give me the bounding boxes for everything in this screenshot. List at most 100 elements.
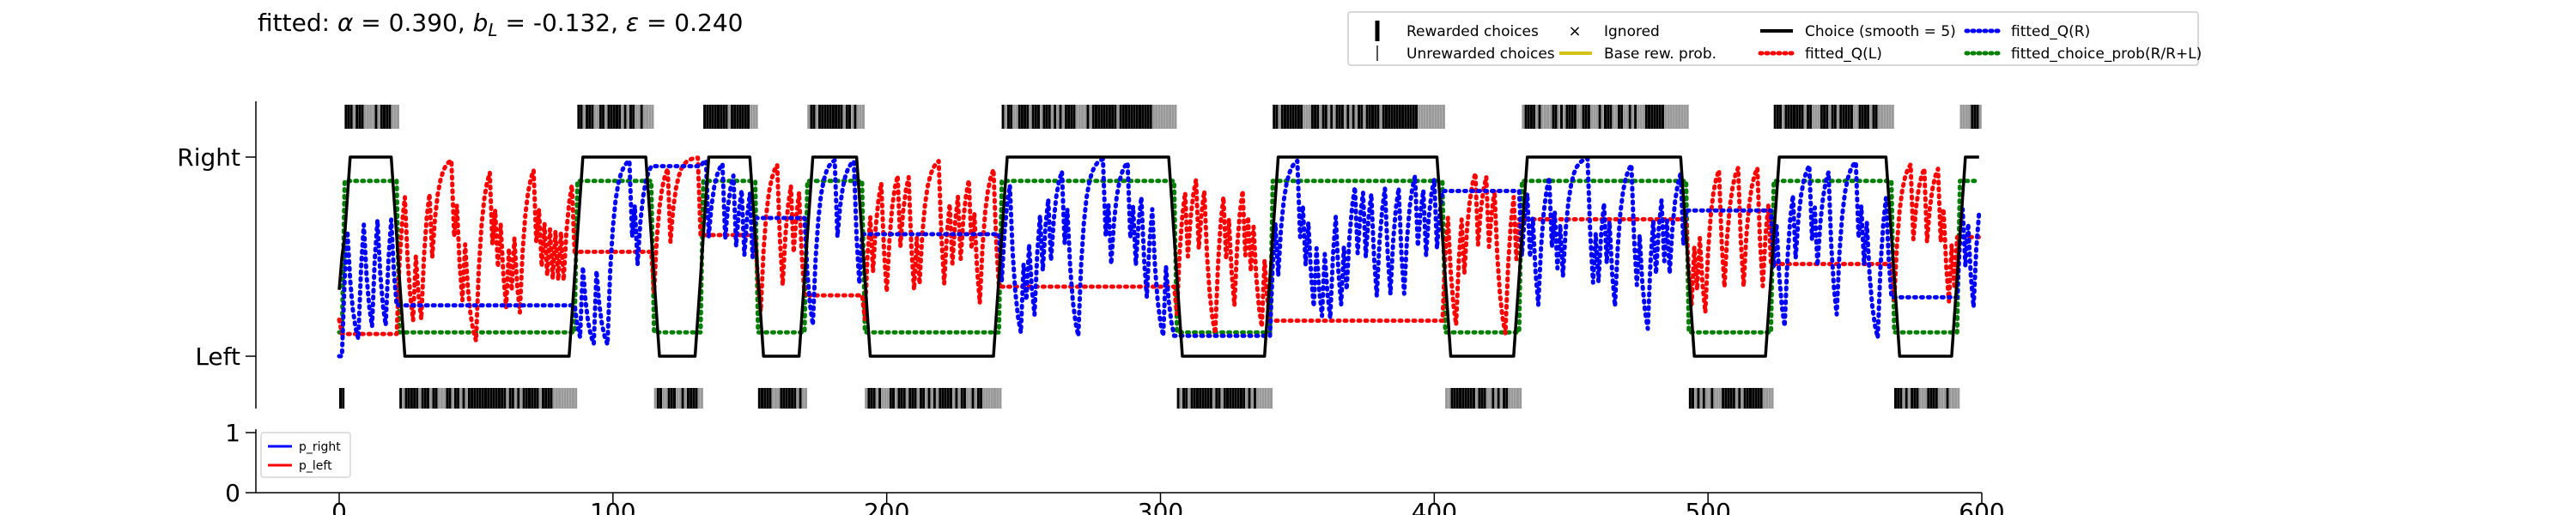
raster-right-tick xyxy=(1609,105,1613,129)
raster-left-tick xyxy=(1256,388,1260,409)
raster-right-tick xyxy=(621,105,624,129)
raster-right-tick xyxy=(1029,105,1032,129)
raster-right-tick xyxy=(1839,105,1843,129)
raster-left-tick xyxy=(1226,388,1230,409)
raster-right-tick xyxy=(602,105,605,129)
raster-right-tick xyxy=(623,105,627,129)
raster-right-tick xyxy=(1174,105,1177,129)
raster-right-tick xyxy=(1084,105,1087,129)
raster-right-tick xyxy=(812,105,816,129)
raster-right-tick xyxy=(708,105,712,129)
legend-top-label: fitted_Q(R) xyxy=(2011,23,2090,40)
x-tick-label: 500 xyxy=(1685,498,1730,515)
raster-right-tick xyxy=(1850,105,1853,129)
raster-right-tick xyxy=(1784,105,1788,129)
raster-right-tick xyxy=(1590,105,1594,129)
raster-right-tick xyxy=(1275,105,1279,129)
raster-right-tick xyxy=(1877,105,1880,129)
raster-left-tick xyxy=(777,388,781,409)
raster-right-tick xyxy=(344,105,348,129)
raster-left-tick xyxy=(519,388,523,409)
legend-top-label: fitted_choice_prob(R/R+L) xyxy=(2011,45,2202,63)
raster-right-tick xyxy=(1617,105,1620,129)
raster-left-tick xyxy=(1929,388,1933,409)
raster-left-tick xyxy=(678,388,682,409)
raster-right-tick xyxy=(1330,105,1334,129)
raster-right-tick xyxy=(1674,105,1678,129)
raster-left-tick xyxy=(1264,388,1267,409)
series-fitted-choice-prob xyxy=(337,179,1982,335)
raster-right-tick xyxy=(1418,105,1421,129)
raster-left-tick xyxy=(1448,388,1451,409)
legend-top-label: fitted_Q(L) xyxy=(1805,45,1882,63)
raster-right-tick xyxy=(1683,105,1686,129)
raster-right-tick xyxy=(1540,105,1544,129)
raster-left-tick xyxy=(531,388,534,409)
raster-left-tick xyxy=(1907,388,1911,409)
raster-left-tick xyxy=(944,388,947,409)
raster-left-tick xyxy=(527,388,531,409)
raster-right-tick xyxy=(1401,105,1405,129)
raster-right-tick xyxy=(1801,105,1804,129)
raster-right-tick xyxy=(1582,105,1585,129)
raster-right-tick xyxy=(1637,105,1640,129)
raster-left-tick xyxy=(423,388,427,409)
raster-right-tick xyxy=(1100,105,1103,129)
raster-right-tick xyxy=(374,105,378,129)
raster-right-tick xyxy=(1319,105,1322,129)
raster-right-tick xyxy=(1094,105,1097,129)
raster-right-tick xyxy=(1568,105,1571,129)
raster-left-tick xyxy=(914,388,917,409)
raster-right-tick xyxy=(588,105,592,129)
raster-right-tick xyxy=(1522,105,1525,129)
raster-left-tick xyxy=(1245,388,1249,409)
raster-right-tick xyxy=(1793,105,1796,129)
ytick-label-right: Right xyxy=(177,143,240,172)
raster-left-tick xyxy=(1722,388,1725,409)
raster-left-tick xyxy=(919,388,922,409)
raster-left-tick xyxy=(870,388,873,409)
raster-right-tick xyxy=(1806,105,1809,129)
raster-right-tick xyxy=(856,105,860,129)
raster-right-tick xyxy=(1335,105,1339,129)
raster-left-tick xyxy=(404,388,408,409)
raster-left-tick xyxy=(508,388,512,409)
raster-left-tick xyxy=(1469,388,1473,409)
raster-left-tick xyxy=(872,388,876,409)
raster-left-tick xyxy=(1467,388,1470,409)
raster-right-tick xyxy=(1149,105,1152,129)
raster-right-tick xyxy=(1789,105,1793,129)
raster-left-tick xyxy=(1231,388,1235,409)
raster-left-tick xyxy=(1738,388,1741,409)
raster-right-tick xyxy=(1554,105,1558,129)
raster-right-tick xyxy=(1382,105,1385,129)
x-tick-label: 300 xyxy=(1138,498,1183,515)
raster-right-tick xyxy=(642,105,646,129)
raster-right-tick xyxy=(1814,105,1818,129)
raster-right-tick xyxy=(1667,105,1670,129)
raster-right-tick xyxy=(1442,105,1445,129)
raster-right-tick xyxy=(837,105,841,129)
raster-right-tick xyxy=(1607,105,1610,129)
raster-right-tick xyxy=(1577,105,1580,129)
raster-right-tick xyxy=(716,105,720,129)
raster-right-tick xyxy=(1344,105,1347,129)
raster-right-tick xyxy=(1388,105,1391,129)
raster-right-tick xyxy=(1105,105,1109,129)
raster-left-tick xyxy=(963,388,966,409)
raster-left-tick xyxy=(925,388,928,409)
raster-left-tick xyxy=(667,388,671,409)
raster-left-tick xyxy=(574,388,578,409)
legend-top-label: Unrewarded choices xyxy=(1406,45,1555,63)
raster-left-tick xyxy=(757,388,761,409)
raster-right-tick xyxy=(1151,105,1155,129)
raster-left-tick xyxy=(990,388,993,409)
raster-right-tick xyxy=(391,105,394,129)
raster-right-tick xyxy=(1593,105,1596,129)
raster-left-tick xyxy=(1937,388,1941,409)
raster-right-tick xyxy=(1787,105,1790,129)
raster-left-tick xyxy=(996,388,999,409)
raster-left-tick xyxy=(1182,388,1186,409)
raster-right-tick xyxy=(1680,105,1684,129)
legend-bottom-label: p_left xyxy=(299,459,332,473)
